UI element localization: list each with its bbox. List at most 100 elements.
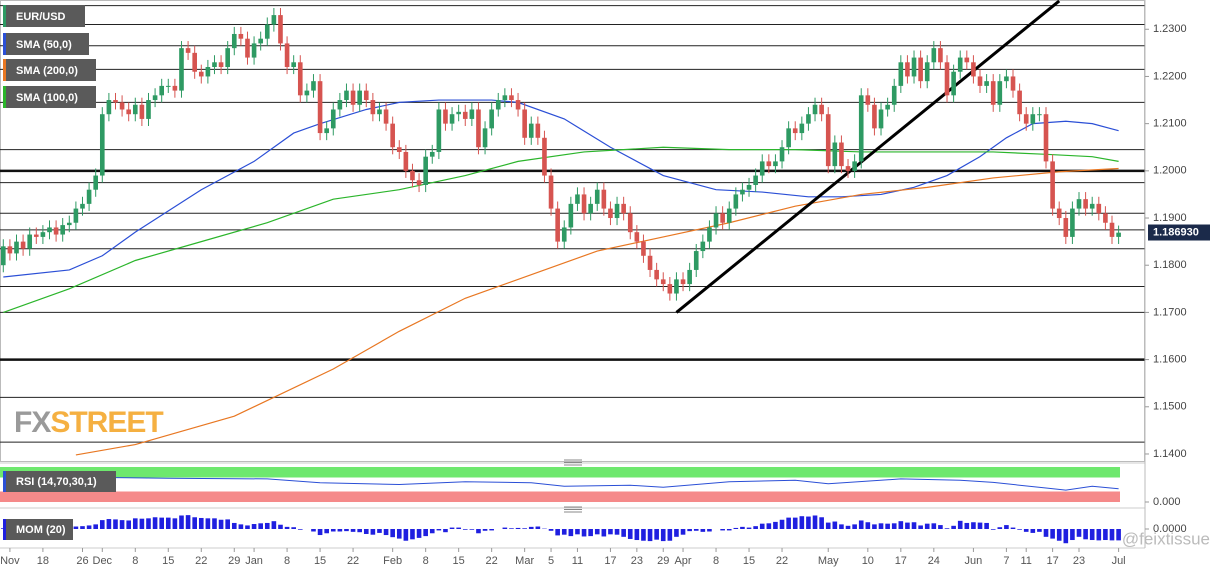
candle-body [27, 234, 33, 249]
candle-body [476, 109, 481, 148]
mom-bar [561, 529, 567, 535]
candle-body [53, 227, 59, 235]
mom-bar [766, 523, 772, 529]
candle-body [667, 284, 673, 294]
watermark-street: STREET [50, 406, 163, 439]
candle-body [416, 180, 422, 185]
mom-bar [627, 529, 633, 539]
mom-bar [80, 526, 85, 529]
mom-bar [773, 521, 778, 529]
mom-bar [165, 517, 171, 529]
candle-body [779, 147, 785, 162]
mom-bar [674, 529, 679, 537]
x-tick-label: Jun [965, 555, 983, 567]
candle-body [647, 255, 653, 270]
x-tick-label: 15 [162, 555, 174, 567]
candle-body [7, 246, 13, 254]
mom-bar [159, 517, 164, 529]
x-tick-label: Apr [674, 555, 691, 567]
mom-bar [687, 529, 692, 532]
candle-body [159, 85, 164, 96]
x-tick-label: 8 [423, 555, 429, 567]
x-tick-label: Dec [93, 555, 113, 567]
mom-bar [311, 529, 316, 532]
mom-bar [812, 515, 818, 529]
legend-swatch [3, 86, 6, 108]
x-tick-label: 18 [37, 555, 49, 567]
candle-body [555, 208, 560, 242]
candle-body [693, 251, 699, 270]
candle-body [66, 222, 72, 226]
mom-bar [99, 520, 105, 529]
candle-body [60, 225, 66, 235]
candle-body [568, 203, 574, 228]
candle-body [660, 279, 666, 285]
candle-body [264, 24, 270, 39]
candle-body [119, 102, 125, 110]
mom-bar [390, 529, 395, 538]
x-tick-label: 7 [1003, 555, 1009, 567]
x-tick-label: 15 [743, 555, 755, 567]
candle-body [324, 128, 329, 134]
mom-bar [1017, 529, 1022, 530]
mom-bar [759, 523, 765, 529]
sma-line [75, 167, 1119, 456]
candle-body [502, 95, 508, 101]
mom-bar [522, 528, 527, 529]
candle-body [198, 71, 204, 77]
mom-bar [73, 526, 79, 529]
candle-body [337, 100, 343, 110]
mom-bar [568, 529, 574, 537]
mom-bar [951, 525, 956, 529]
candle-body [410, 170, 415, 181]
mom-bar [746, 527, 752, 529]
mom-y-tick-label: 0.0000 [1153, 523, 1187, 535]
mom-bar [990, 529, 996, 530]
mom-bar [944, 528, 950, 529]
x-tick-label: 29 [228, 555, 240, 567]
mom-label: MOM (20) [16, 524, 66, 536]
candle-body [957, 57, 963, 72]
sma-line [3, 146, 1119, 313]
mom-bar [1056, 529, 1062, 541]
rsi-panel [0, 467, 1120, 502]
candle-body [971, 62, 976, 77]
candle-body [14, 241, 19, 254]
mom-bar [964, 522, 970, 529]
mom-bar [489, 529, 494, 531]
legend-label: EUR/USD [16, 11, 66, 23]
mom-bar [707, 529, 712, 532]
candle-body [132, 104, 138, 115]
mom-bar [1063, 529, 1069, 544]
mom-bar [132, 518, 138, 529]
x-tick-label: 17 [1046, 555, 1058, 567]
candle-body [535, 123, 541, 138]
candle-body [931, 48, 937, 63]
candle-body [225, 48, 230, 68]
candle-body [489, 109, 494, 129]
indicator-label-box [3, 471, 116, 492]
mom-bar [891, 523, 897, 529]
mom-bar [357, 529, 362, 533]
candle-body [106, 100, 112, 115]
mom-bar [1076, 529, 1082, 537]
x-tick-label: 8 [713, 555, 719, 567]
mom-bar [462, 529, 468, 530]
mom-bar [317, 529, 323, 536]
mom-bar [938, 525, 943, 529]
candle-body [872, 104, 877, 129]
mom-bar [555, 529, 560, 536]
candle-body [773, 161, 778, 167]
mom-bar [634, 529, 640, 541]
legend-swatch [3, 33, 6, 55]
mom-bar [152, 517, 158, 529]
candle-body [561, 227, 567, 242]
mom-bar [509, 528, 514, 529]
y-tick-label: 1.1800 [1153, 259, 1187, 271]
candle-body [799, 123, 805, 134]
watermark-fx: FX [14, 406, 51, 439]
candle-body [700, 241, 706, 252]
mom-bar [680, 529, 686, 535]
mom-bar [238, 524, 244, 529]
